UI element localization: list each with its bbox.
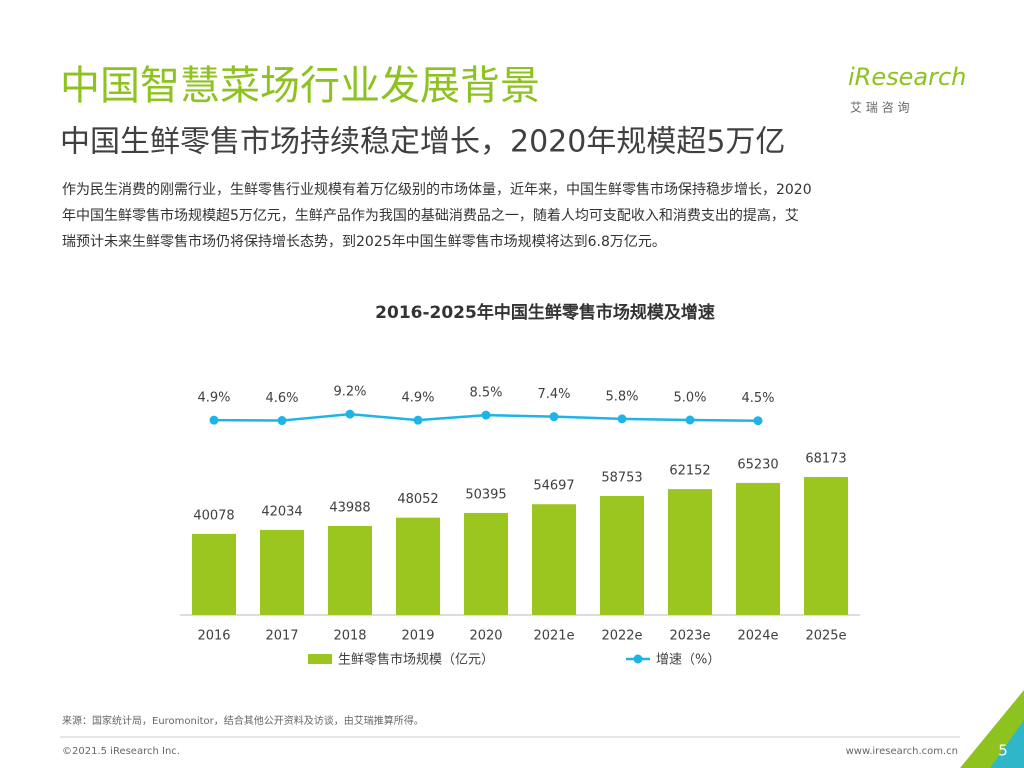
line-point: [685, 415, 695, 425]
x-tick-label: 2025e: [805, 629, 846, 644]
line-point: [481, 410, 491, 420]
x-tick-label: 2023e: [669, 629, 710, 644]
data-label: 7.4%: [537, 387, 570, 402]
data-label: 54697: [533, 479, 574, 494]
x-tick-label: 2024e: [737, 629, 778, 644]
slide-title: 中国智慧菜场行业发展背景: [60, 63, 540, 109]
data-label: 58753: [601, 471, 642, 486]
line-point: [549, 412, 559, 422]
paragraph-line: 年中国生鲜零售市场规模超5万亿元，生鲜产品作为我国的基础消费品之一，随着人均可支…: [62, 207, 799, 224]
line-point: [209, 415, 219, 425]
data-label: 8.5%: [469, 386, 502, 401]
bar: [736, 482, 780, 615]
line-point: [753, 416, 763, 426]
data-label: 48052: [397, 492, 438, 507]
line-point: [617, 414, 627, 424]
x-tick-label: 2018: [333, 629, 366, 644]
bar: [260, 529, 304, 615]
x-tick-label: 2016: [197, 629, 230, 644]
data-label: 4.5%: [741, 391, 774, 406]
data-label: 42034: [261, 504, 302, 519]
copyright: ©2021.5 iResearch Inc.: [62, 746, 180, 757]
bar: [464, 512, 508, 615]
page-number: 5: [998, 742, 1008, 760]
logo: iResearch: [848, 63, 966, 91]
bar: [328, 525, 372, 615]
line-point: [413, 415, 423, 425]
line-point: [277, 416, 287, 426]
data-label: 43988: [329, 500, 370, 515]
legend-label: 增速（%）: [656, 653, 720, 668]
legend-swatch: [308, 654, 332, 664]
bar: [192, 533, 236, 615]
data-label: 50395: [465, 487, 506, 502]
x-tick-label: 2022e: [601, 629, 642, 644]
bar: [532, 504, 576, 615]
data-label: 68173: [805, 451, 846, 466]
data-label: 4.6%: [265, 391, 298, 406]
data-label: 62152: [669, 464, 710, 479]
data-label: 40078: [193, 508, 234, 523]
x-tick-label: 2021e: [533, 629, 574, 644]
bar: [600, 496, 644, 615]
paragraph-line: 作为民生消费的刚需行业，生鲜零售行业规模有着万亿级别的市场体量，近年来，中国生鲜…: [62, 181, 812, 198]
x-tick-label: 2020: [469, 629, 502, 644]
data-label: 4.9%: [401, 391, 434, 406]
data-label: 5.8%: [605, 389, 638, 404]
bar: [804, 476, 848, 615]
data-label: 4.9%: [197, 391, 230, 406]
chart-title: 2016-2025年中国生鲜零售市场规模及增速: [375, 302, 715, 323]
website: www.iresearch.com.cn: [846, 746, 958, 757]
logo-sub: 艾 瑞 咨 询: [850, 100, 909, 115]
x-tick-label: 2019: [401, 629, 434, 644]
data-label: 5.0%: [673, 391, 706, 406]
paragraph-line: 瑞预计未来生鲜零售市场仍将保持增长态势，到2025年中国生鲜零售市场规模将达到6…: [62, 233, 666, 250]
source: 来源：国家统计局，Euromonitor，结合其他公开资料及访谈，由艾瑞推算所得…: [62, 714, 424, 727]
corner-decoration: [990, 720, 1024, 768]
data-label: 65230: [737, 457, 778, 472]
bar: [668, 489, 712, 615]
bar: [396, 517, 440, 615]
data-label: 9.2%: [333, 385, 366, 400]
legend-label: 生鲜零售市场规模（亿元）: [338, 652, 494, 668]
line-point: [345, 409, 355, 419]
legend-swatch: [633, 654, 643, 664]
x-tick-label: 2017: [265, 629, 298, 644]
slide-subtitle: 中国生鲜零售市场持续稳定增长，2020年规模超5万亿: [60, 125, 785, 160]
